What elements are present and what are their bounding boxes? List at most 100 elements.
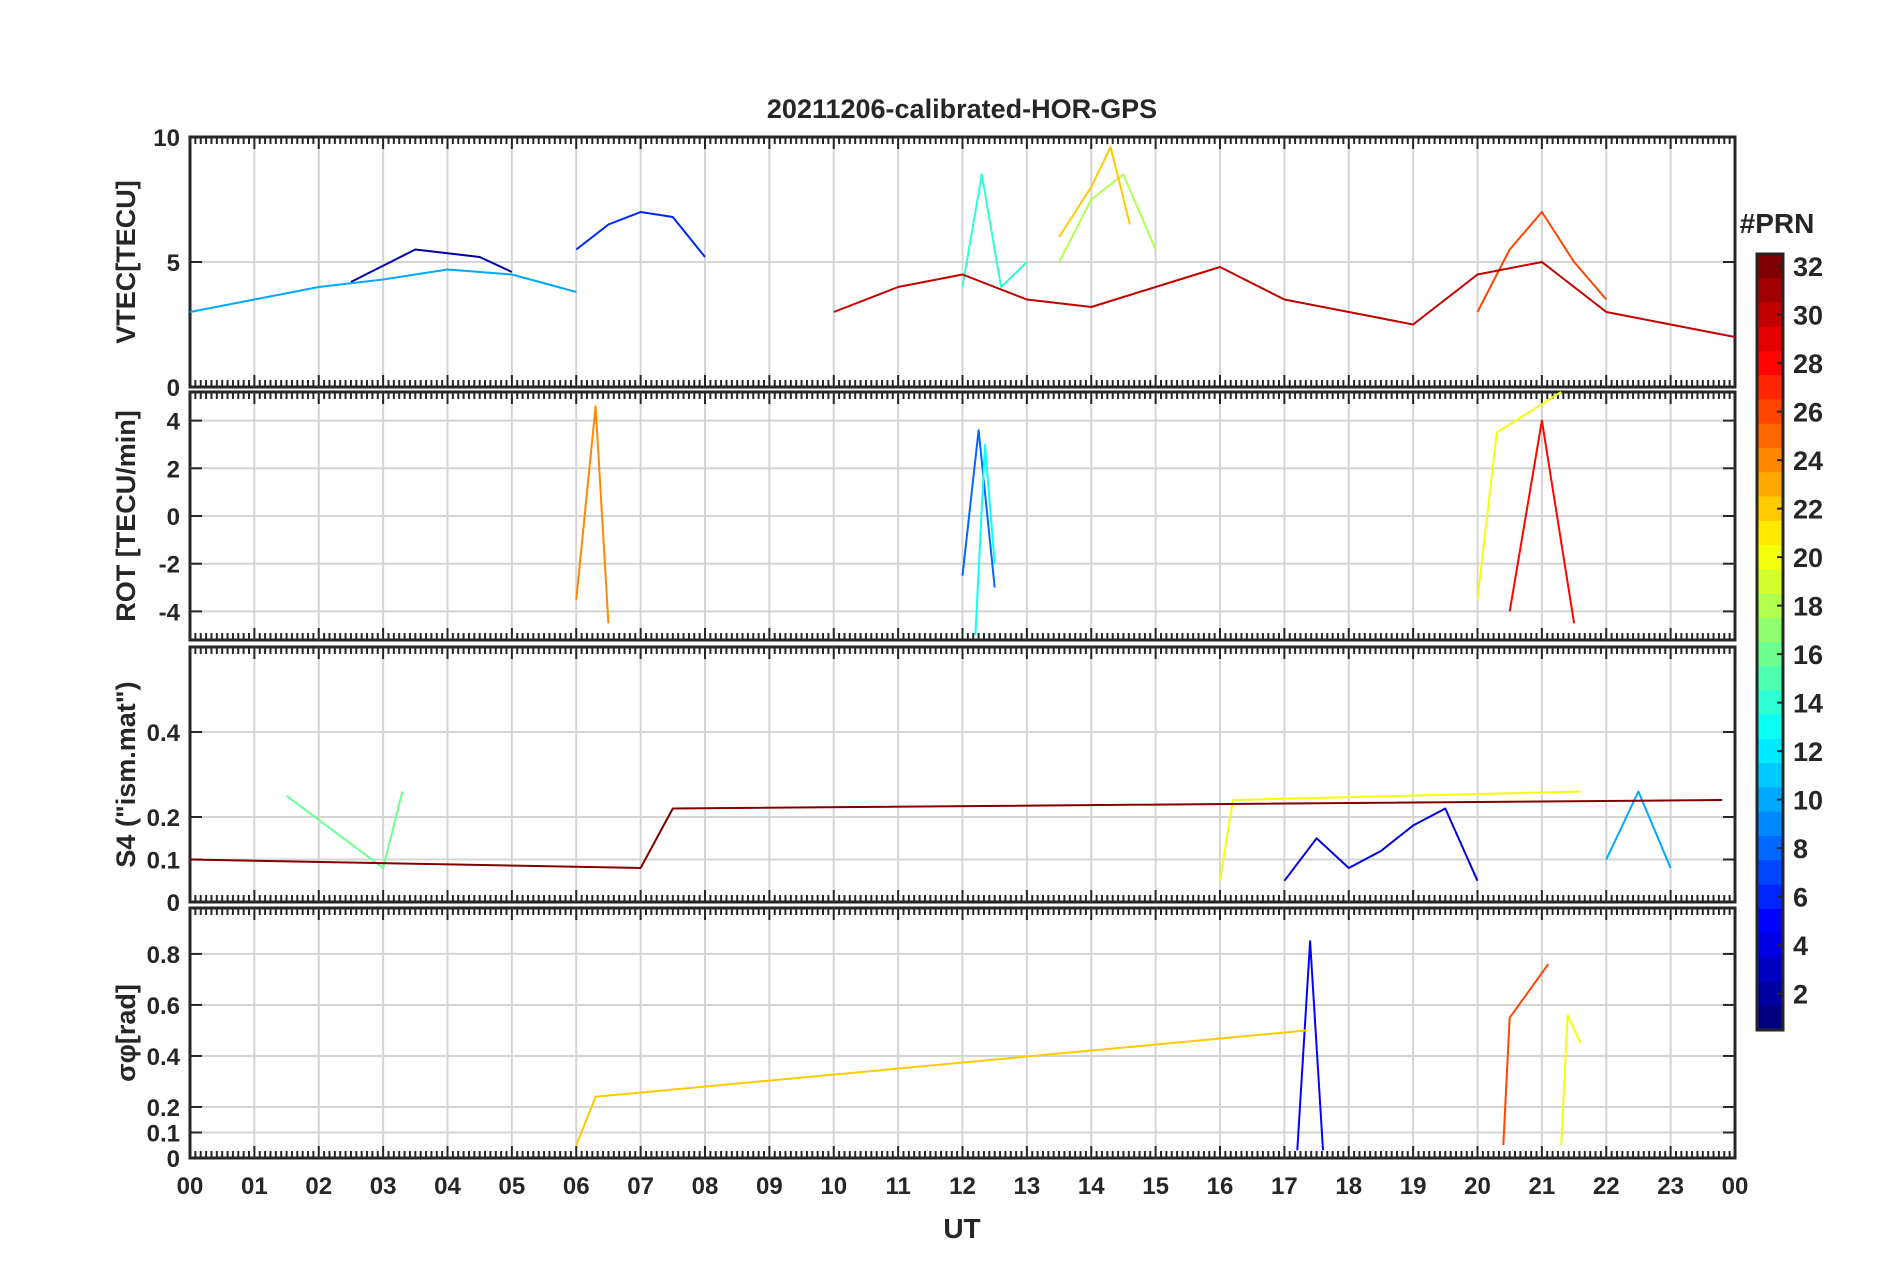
- y-tick-label: 5: [167, 250, 180, 277]
- x-tick-label: 00: [177, 1173, 204, 1200]
- y-axis-label: σφ[rad]: [111, 984, 141, 1082]
- y-tick-label: 0.4: [147, 1044, 181, 1071]
- colorbar-segment: [1757, 278, 1783, 304]
- x-axis-label: UT: [943, 1213, 980, 1244]
- colorbar-frame: [1755, 252, 1785, 1032]
- colorbar-segment: [1757, 666, 1783, 692]
- series-line-prn-2: [350, 248, 513, 283]
- x-tick-label: 13: [1014, 1173, 1041, 1200]
- y-tick-label: 0.2: [147, 805, 180, 832]
- series-line-prn-16: [286, 791, 404, 869]
- y-tick-label: -4: [159, 599, 181, 626]
- y-tick-label: 0: [167, 1146, 180, 1173]
- x-tick-label: 09: [756, 1173, 783, 1200]
- x-tick-label: 17: [1271, 1173, 1298, 1200]
- colorbar-segment: [1757, 957, 1783, 983]
- y-tick-label: 10: [153, 125, 180, 152]
- series-line-prn-10: [189, 268, 577, 313]
- x-tick-label: 08: [692, 1173, 719, 1200]
- series-line-prn-6: [575, 211, 706, 258]
- colorbar-tick-label: 32: [1793, 252, 1823, 282]
- colorbar-segment: [1757, 908, 1783, 934]
- x-tick-label: 07: [627, 1173, 654, 1200]
- x-tick-label: 11: [885, 1173, 910, 1200]
- x-tick-label: 19: [1400, 1173, 1427, 1200]
- y-axis-label: ROT [TECU/min]: [111, 410, 141, 621]
- series-line-prn-22: [575, 1029, 1307, 1146]
- series-line-prn-20: [1219, 790, 1581, 881]
- x-tick-label: 22: [1593, 1173, 1620, 1200]
- colorbar-segment: [1757, 763, 1783, 789]
- colorbar-segment: [1757, 520, 1783, 546]
- x-tick-label: 23: [1657, 1173, 1684, 1200]
- colorbar-segment: [1757, 617, 1783, 643]
- x-tick-label: 01: [241, 1173, 268, 1200]
- y-tick-label: 0.1: [147, 1120, 180, 1147]
- colorbar-tick-label: 14: [1793, 689, 1823, 719]
- y-tick-label: -2: [159, 552, 180, 579]
- series-line-prn-22: [1058, 146, 1131, 238]
- colorbar-segment: [1757, 472, 1783, 498]
- panel-1: 0 5 10 VTEC[TECU]: [111, 125, 1737, 402]
- colorbar-label: #PRN: [1740, 208, 1815, 239]
- series-line-prn-26: [1502, 963, 1550, 1146]
- x-tick-label: 20: [1464, 1173, 1491, 1200]
- x-tick-label: 00: [1722, 1173, 1749, 1200]
- series-line-prn-24: [575, 405, 610, 624]
- series-line-prn-13: [974, 443, 996, 636]
- series-line-prn-28: [1508, 419, 1576, 624]
- colorbar-segment: [1757, 860, 1783, 886]
- series-line-prn-5: [1296, 940, 1324, 1151]
- x-tick-label: 05: [499, 1173, 526, 1200]
- colorbar-tick-label: 2: [1793, 980, 1808, 1010]
- colorbar-tick-label: 24: [1793, 446, 1823, 476]
- y-tick-label: 0.4: [147, 720, 181, 747]
- panel-4: 00.10.2 0.4 0.6 0.8σφ[rad]: [111, 906, 1737, 1173]
- y-tick-label: 4: [167, 409, 181, 436]
- y-axis-label: S4 ("ism.mat"): [111, 681, 141, 867]
- colorbar-segment: [1757, 569, 1783, 595]
- colorbar-tick-label: 26: [1793, 398, 1823, 428]
- colorbar-segment: [1757, 326, 1783, 352]
- x-tick-label: 14: [1078, 1173, 1105, 1200]
- colorbar-segment: [1757, 714, 1783, 740]
- colorbar-tick-label: 4: [1793, 931, 1808, 961]
- colorbar-segment: [1757, 375, 1783, 401]
- series-line-prn-4: [1283, 807, 1479, 882]
- series-line-prn-14: [961, 173, 1028, 288]
- y-tick-label: 0: [167, 504, 180, 531]
- x-tick-label: 18: [1335, 1173, 1362, 1200]
- colorbar-tick-label: 28: [1793, 349, 1823, 379]
- series-line-prn-32: [189, 799, 1723, 869]
- y-tick-label: 0.8: [147, 942, 180, 969]
- colorbar-tick-label: 22: [1793, 495, 1823, 525]
- colorbar-segment: [1757, 423, 1783, 449]
- x-tick-label: 12: [949, 1173, 976, 1200]
- colorbar-tick-label: 18: [1793, 592, 1823, 622]
- y-tick-label: 0.2: [147, 1095, 180, 1122]
- series-line-prn-30: [833, 261, 1736, 338]
- x-tick-label: 04: [434, 1173, 461, 1200]
- y-axis-label: VTEC[TECU]: [111, 180, 141, 344]
- x-tick-label: 16: [1207, 1173, 1234, 1200]
- colorbar-segment: [1757, 1005, 1783, 1031]
- series-line-prn-20: [1560, 1014, 1582, 1146]
- chart-title: 20211206-calibrated-HOR-GPS: [767, 94, 1157, 124]
- y-tick-label: 0.6: [147, 993, 180, 1020]
- series-line-prn-20: [1476, 391, 1562, 600]
- x-tick-label: 15: [1142, 1173, 1169, 1200]
- x-tick-label: 06: [563, 1173, 590, 1200]
- y-tick-label: 0: [167, 890, 180, 917]
- x-tick-label: 02: [305, 1173, 332, 1200]
- y-tick-label: 0.1: [147, 848, 180, 875]
- series-line-prn-18: [1058, 173, 1157, 263]
- colorbar-tick-label: 30: [1793, 301, 1823, 331]
- panel-3: 0 0.1 0.2 0.4S4 ("ism.mat"): [111, 645, 1737, 917]
- colorbar-tick-label: 6: [1793, 883, 1808, 913]
- x-tick-label: 03: [370, 1173, 397, 1200]
- y-tick-label: 2: [167, 456, 180, 483]
- panel-2: -4 -2 0 2 4 ROT [TECU/min]: [111, 390, 1737, 642]
- colorbar-tick-label: 10: [1793, 786, 1823, 816]
